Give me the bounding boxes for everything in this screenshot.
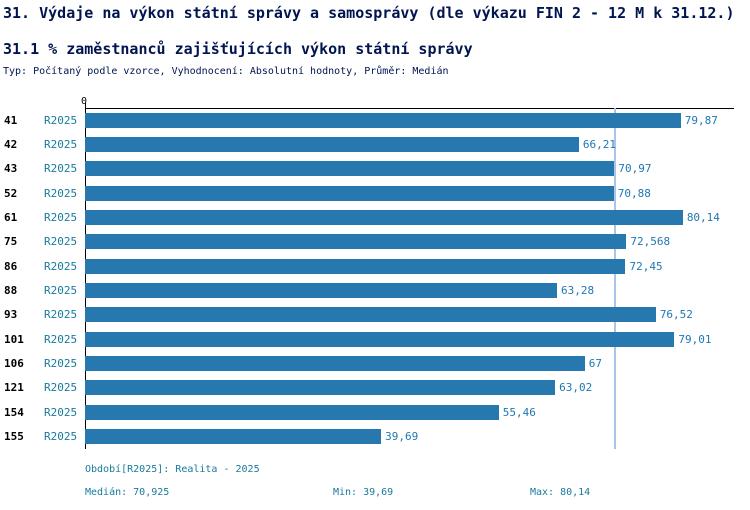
row-category-label: 93 bbox=[4, 308, 18, 322]
row-category-label: 106 bbox=[4, 357, 24, 371]
chart-row: 121 R2025 63,02 bbox=[0, 376, 750, 400]
value-bar bbox=[85, 185, 614, 201]
chart-rows: 41 R2025 79,87 42 R2025 66,21 43 R2025 70,97 52 R2… bbox=[0, 108, 750, 449]
value-bar bbox=[85, 258, 626, 274]
row-series-label: R2025 bbox=[44, 186, 78, 200]
row-plot-area: 72,45 bbox=[85, 254, 734, 278]
footer-median: Medián: 70,925 bbox=[85, 487, 170, 498]
row-category-label: 155 bbox=[4, 430, 24, 444]
value-bar bbox=[85, 380, 556, 396]
row-plot-area: 67 bbox=[85, 351, 734, 375]
value-label: 70,97 bbox=[618, 162, 652, 176]
value-bar bbox=[85, 307, 656, 323]
value-label: 66,21 bbox=[582, 138, 617, 152]
row-series-label: R2025 bbox=[44, 138, 78, 152]
chart-row: 75 R2025 72,568 bbox=[0, 230, 750, 254]
chart-row: 86 R2025 72,45 bbox=[0, 254, 750, 278]
value-label: 67 bbox=[588, 357, 603, 371]
value-label: 72,45 bbox=[629, 259, 663, 273]
value-bar bbox=[85, 137, 579, 153]
row-plot-area: 79,87 bbox=[85, 108, 734, 132]
value-bar bbox=[85, 210, 683, 226]
row-category-label: 75 bbox=[4, 235, 18, 249]
x-axis-line bbox=[85, 108, 734, 109]
row-series-label: R2025 bbox=[44, 381, 78, 395]
footer-max: Max: 80,14 bbox=[530, 487, 591, 498]
value-label: 79,87 bbox=[684, 113, 718, 127]
value-bar bbox=[85, 234, 627, 250]
footer-min: Min: 39,69 bbox=[333, 487, 394, 498]
chart-row: 101 R2025 79,01 bbox=[0, 327, 750, 351]
horizontal-bar-chart: 0 41 R2025 79,87 42 R2025 66,21 43 R2025 70,97 52… bbox=[0, 96, 750, 452]
row-plot-area: 76,52 bbox=[85, 303, 734, 327]
chart-row: 88 R2025 63,28 bbox=[0, 278, 750, 302]
value-label: 79,01 bbox=[678, 332, 712, 346]
value-bar bbox=[85, 161, 615, 177]
row-category-label: 42 bbox=[4, 138, 18, 152]
row-category-label: 41 bbox=[4, 113, 18, 127]
row-category-label: 88 bbox=[4, 284, 18, 298]
value-label: 39,69 bbox=[385, 430, 419, 444]
chart-row: 154 R2025 55,46 bbox=[0, 400, 750, 424]
row-series-label: R2025 bbox=[44, 308, 78, 322]
chart-row: 52 R2025 70,88 bbox=[0, 181, 750, 205]
value-bar bbox=[85, 283, 558, 299]
row-plot-area: 70,97 bbox=[85, 157, 734, 181]
row-category-label: 52 bbox=[4, 186, 18, 200]
row-plot-area: 39,69 bbox=[85, 424, 734, 448]
footer-period: Období[R2025]: Realita - 2025 bbox=[85, 464, 260, 475]
value-bar bbox=[85, 331, 675, 347]
value-bar bbox=[85, 404, 499, 420]
row-series-label: R2025 bbox=[44, 357, 78, 371]
row-plot-area: 66,21 bbox=[85, 132, 734, 156]
row-series-label: R2025 bbox=[44, 211, 78, 225]
row-plot-area: 63,02 bbox=[85, 376, 734, 400]
value-label: 55,46 bbox=[502, 405, 536, 419]
row-plot-area: 72,568 bbox=[85, 230, 734, 254]
chart-row: 43 R2025 70,97 bbox=[0, 157, 750, 181]
row-plot-area: 70,88 bbox=[85, 181, 734, 205]
row-category-label: 86 bbox=[4, 259, 18, 273]
value-label: 80,14 bbox=[686, 211, 720, 225]
row-series-label: R2025 bbox=[44, 259, 78, 273]
row-category-label: 61 bbox=[4, 211, 18, 225]
chart-row: 106 R2025 67 bbox=[0, 351, 750, 375]
row-series-label: R2025 bbox=[44, 332, 78, 346]
row-series-label: R2025 bbox=[44, 284, 78, 298]
row-category-label: 121 bbox=[4, 381, 24, 395]
value-label: 63,28 bbox=[561, 284, 595, 298]
value-bar bbox=[85, 112, 681, 128]
value-label: 72,568 bbox=[630, 235, 671, 249]
median-line bbox=[614, 108, 617, 449]
row-series-label: R2025 bbox=[44, 430, 78, 444]
value-bar bbox=[85, 356, 585, 372]
row-series-label: R2025 bbox=[44, 113, 78, 127]
x-axis-tick bbox=[85, 103, 86, 108]
chart-meta-line: Typ: Počítaný podle vzorce, Vyhodnocení:… bbox=[3, 66, 449, 77]
row-series-label: R2025 bbox=[44, 405, 78, 419]
row-plot-area: 79,01 bbox=[85, 327, 734, 351]
chart-row: 61 R2025 80,14 bbox=[0, 205, 750, 229]
y-axis-line bbox=[85, 108, 86, 449]
row-series-label: R2025 bbox=[44, 162, 78, 176]
chart-subtitle: 31.1 % zaměstnanců zajišťujících výkon s… bbox=[3, 40, 473, 58]
value-label: 70,88 bbox=[617, 186, 651, 200]
row-plot-area: 55,46 bbox=[85, 400, 734, 424]
row-series-label: R2025 bbox=[44, 235, 78, 249]
row-plot-area: 63,28 bbox=[85, 278, 734, 302]
value-label: 63,02 bbox=[559, 381, 593, 395]
value-label: 76,52 bbox=[659, 308, 693, 322]
chart-row: 93 R2025 76,52 bbox=[0, 303, 750, 327]
chart-row: 42 R2025 66,21 bbox=[0, 132, 750, 156]
chart-row: 155 R2025 39,69 bbox=[0, 424, 750, 448]
axis-zero-label: 0 bbox=[81, 96, 88, 107]
report-title: 31. Výdaje na výkon státní správy a samo… bbox=[3, 4, 735, 22]
value-bar bbox=[85, 429, 382, 445]
chart-row: 41 R2025 79,87 bbox=[0, 108, 750, 132]
row-plot-area: 80,14 bbox=[85, 205, 734, 229]
row-category-label: 101 bbox=[4, 332, 24, 346]
row-category-label: 43 bbox=[4, 162, 18, 176]
row-category-label: 154 bbox=[4, 405, 24, 419]
